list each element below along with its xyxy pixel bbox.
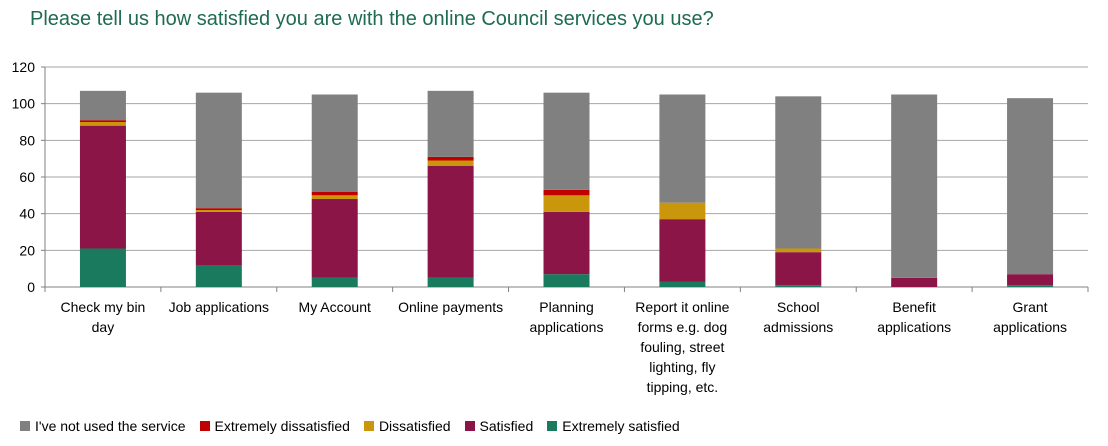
- y-tick-label: 120: [12, 59, 36, 75]
- legend-swatch: [547, 421, 558, 431]
- bar-segment-satisfied: [891, 277, 938, 287]
- y-tick-label: 40: [19, 206, 35, 222]
- x-category-label: forms e.g. dog: [638, 319, 728, 335]
- bar-segment-satisfied: [79, 125, 126, 249]
- legend-swatch: [464, 421, 475, 431]
- bar-segment-extremely-dissatisfied: [427, 156, 474, 161]
- x-category-label: School: [777, 299, 820, 315]
- bar-segment-dissatisfied: [195, 210, 242, 212]
- legend-item: I've not used the service: [20, 418, 186, 434]
- bar-segment-satisfied: [659, 219, 706, 282]
- bar-segment-satisfied: [543, 211, 590, 275]
- bar-segment-i-ve-not-used-the-service: [195, 92, 242, 209]
- x-category-label: Check my bin: [61, 299, 146, 315]
- legend-label: Extremely satisfied: [562, 418, 680, 434]
- x-category-label: Benefit: [892, 299, 936, 315]
- bar-segment-extremely-dissatisfied: [79, 120, 126, 122]
- x-category-label: applications: [877, 319, 951, 335]
- chart-legend: I've not used the service Extremely dissa…: [20, 418, 680, 434]
- y-tick-label: 20: [19, 242, 35, 258]
- legend-item: Extremely satisfied: [547, 418, 680, 434]
- x-category-label: My Account: [299, 299, 371, 315]
- x-category-label: lighting, fly: [649, 359, 715, 375]
- x-category-label: applications: [993, 319, 1067, 335]
- bar-segment-satisfied: [195, 211, 242, 265]
- x-category-label: Report it online: [635, 299, 729, 315]
- bar-segment-dissatisfied: [427, 160, 474, 166]
- bar-segment-extremely-satisfied: [775, 285, 822, 287]
- bar-segment-extremely-satisfied: [659, 281, 706, 287]
- legend-swatch: [199, 421, 210, 431]
- legend-label: Dissatisfied: [378, 418, 451, 434]
- legend-item: Dissatisfied: [363, 418, 451, 434]
- y-tick-label: 60: [19, 169, 35, 185]
- bar-segment-satisfied: [311, 199, 358, 278]
- legend-label: Satisfied: [479, 418, 534, 434]
- bar-segment-extremely-satisfied: [311, 277, 358, 287]
- x-category-label: Planning: [539, 299, 594, 315]
- bar-segment-dissatisfied: [659, 202, 706, 220]
- x-category-label: Online payments: [398, 299, 503, 315]
- y-tick-label: 0: [27, 279, 35, 295]
- bar-segment-dissatisfied: [311, 195, 358, 199]
- bar-segment-i-ve-not-used-the-service: [775, 96, 822, 249]
- bar-segment-i-ve-not-used-the-service: [1007, 98, 1054, 275]
- x-category-label: fouling, street: [640, 339, 724, 355]
- bar-segment-extremely-dissatisfied: [195, 208, 242, 210]
- bar-segment-extremely-satisfied: [1007, 285, 1054, 287]
- legend-swatch: [20, 421, 30, 431]
- bar-segment-satisfied: [775, 252, 822, 286]
- bar-segment-i-ve-not-used-the-service: [79, 90, 126, 121]
- x-category-label: tipping, etc.: [647, 379, 719, 395]
- x-category-label: applications: [530, 319, 604, 335]
- bar-segment-dissatisfied: [79, 122, 126, 126]
- bar-segment-dissatisfied: [775, 248, 822, 253]
- bar-segment-i-ve-not-used-the-service: [891, 94, 938, 278]
- bar-segment-dissatisfied: [543, 195, 590, 212]
- y-tick-label: 100: [12, 96, 36, 112]
- bar-segment-satisfied: [427, 166, 474, 278]
- bar-segment-i-ve-not-used-the-service: [311, 94, 358, 192]
- legend-swatch: [363, 421, 374, 431]
- legend-item: Satisfied: [464, 418, 534, 434]
- bar-segment-extremely-satisfied: [79, 248, 126, 287]
- x-category-label: Grant: [1013, 299, 1048, 315]
- legend-label: Extremely dissatisfied: [214, 418, 350, 434]
- bar-segment-i-ve-not-used-the-service: [659, 94, 706, 203]
- bar-segment-extremely-satisfied: [543, 274, 590, 287]
- bar-segment-i-ve-not-used-the-service: [427, 90, 474, 157]
- x-category-label: Job applications: [169, 299, 269, 315]
- legend-label: I've not used the service: [35, 418, 186, 434]
- bar-segment-extremely-satisfied: [195, 265, 242, 287]
- chart-title: Please tell us how satisfied you are wit…: [30, 8, 714, 30]
- bar-segment-satisfied: [1007, 274, 1054, 286]
- bar-segment-i-ve-not-used-the-service: [543, 92, 590, 190]
- legend-item: Extremely dissatisfied: [199, 418, 350, 434]
- bar-segment-extremely-dissatisfied: [543, 189, 590, 196]
- x-category-label: day: [92, 319, 115, 335]
- y-tick-label: 80: [19, 132, 35, 148]
- bar-segment-extremely-dissatisfied: [311, 191, 358, 196]
- bar-segment-extremely-satisfied: [427, 277, 474, 287]
- x-category-label: admissions: [763, 319, 833, 335]
